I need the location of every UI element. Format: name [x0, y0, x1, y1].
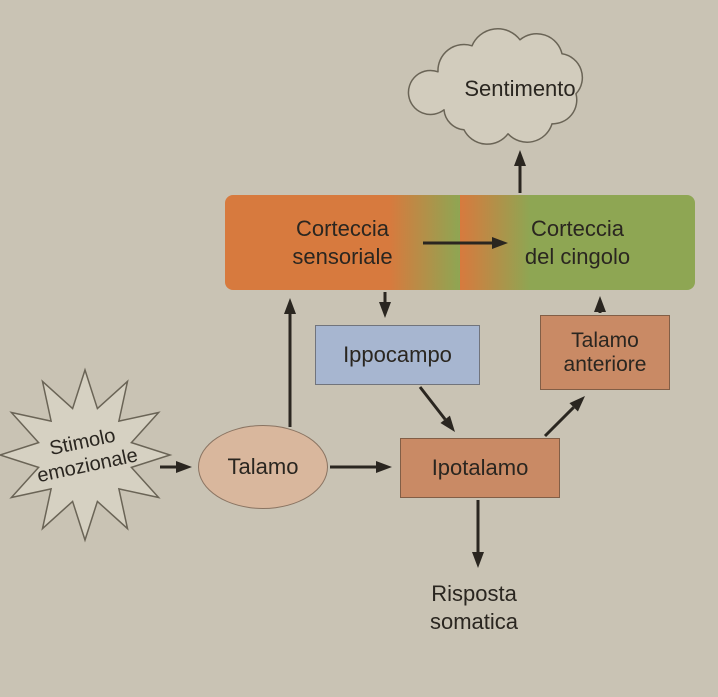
- node-corteccia-sensoriale-label: Corteccia sensoriale: [292, 215, 392, 270]
- node-corteccia-cingolo: Corteccia del cingolo: [460, 195, 695, 290]
- node-ipotalamo: Ipotalamo: [400, 438, 560, 498]
- node-sentimento: Sentimento: [440, 76, 600, 102]
- node-ipotalamo-label: Ipotalamo: [432, 455, 529, 481]
- node-sentimento-label: Sentimento: [464, 76, 575, 101]
- node-risposta-label: Risposta somatica: [430, 581, 518, 634]
- node-risposta: Risposta somatica: [430, 580, 518, 635]
- node-ippocampo-label: Ippocampo: [343, 342, 452, 368]
- node-corteccia-sensoriale: Corteccia sensoriale: [225, 195, 460, 290]
- node-talamo-anteriore: Talamo anteriore: [540, 315, 670, 390]
- cortex-band: Corteccia sensoriale Corteccia del cingo…: [225, 195, 695, 290]
- node-talamo-label: Talamo: [228, 454, 299, 480]
- node-talamo: Talamo: [198, 425, 328, 509]
- node-talamo-anteriore-label: Talamo anteriore: [564, 329, 647, 377]
- node-ippocampo: Ippocampo: [315, 325, 480, 385]
- node-corteccia-cingolo-label: Corteccia del cingolo: [525, 215, 630, 270]
